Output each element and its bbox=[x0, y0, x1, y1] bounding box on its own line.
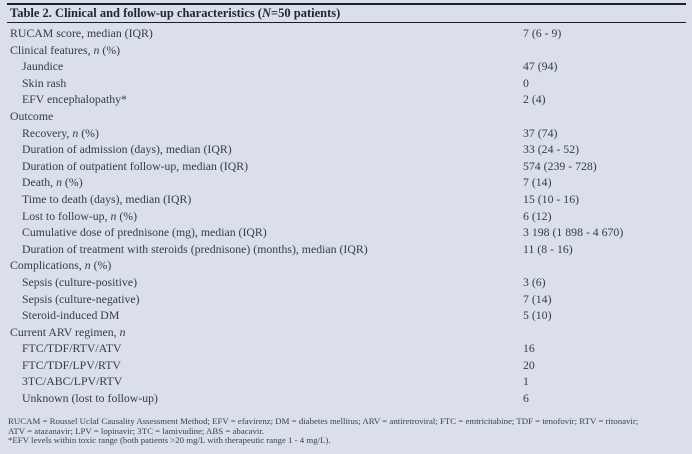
row-label: Jaundice bbox=[22, 59, 64, 74]
table-title-italic-n: N bbox=[261, 6, 271, 20]
row-value: 3 198 (1 898 - 4 670) bbox=[523, 225, 624, 240]
row-label: Sepsis (culture-negative) bbox=[22, 291, 140, 306]
row-value: 5 (10) bbox=[523, 308, 552, 323]
row-value: 16 bbox=[523, 341, 535, 356]
table-row: Current ARV regimen, n bbox=[0, 324, 692, 341]
row-value: 0 bbox=[523, 75, 529, 90]
table-row: Complications, n (%) bbox=[0, 257, 692, 274]
table-row: Unknown (lost to follow-up) 6 bbox=[0, 390, 692, 407]
row-value: 37 (74) bbox=[523, 125, 558, 140]
table-row: Sepsis (culture-negative) 7 (14) bbox=[0, 291, 692, 308]
table-rows: RUCAM score, median (IQR) 7 (6 - 9) Clinic… bbox=[0, 25, 692, 407]
table-title-post: =50 patients) bbox=[271, 6, 341, 20]
row-label: Duration of admission (days), median (IQ… bbox=[22, 142, 232, 157]
row-label: EFV encephalopathy* bbox=[22, 92, 127, 107]
table-row: Time to death (days), median (IQR) 15 (10… bbox=[0, 191, 692, 208]
table-row: Jaundice 47 (94) bbox=[0, 58, 692, 75]
row-label: RUCAM score, median (IQR) bbox=[10, 26, 153, 40]
row-label: FTC/TDF/RTV/ATV bbox=[22, 341, 122, 356]
table-top-rule bbox=[7, 3, 686, 5]
table-row: Clinical features, n (%) bbox=[0, 42, 692, 59]
row-value: 7 (6 - 9) bbox=[523, 26, 562, 40]
table-title: Table 2. Clinical and follow-up characte… bbox=[10, 6, 682, 21]
row-label: FTC/TDF/LPV/RTV bbox=[22, 357, 121, 372]
row-label: Current ARV regimen, n bbox=[10, 324, 126, 339]
row-value: 20 bbox=[523, 357, 535, 372]
table-row: Lost to follow-up, n (%) 6 (12) bbox=[0, 208, 692, 225]
table-row: Duration of treatment with steroids (pre… bbox=[0, 241, 692, 258]
table-row: Outcome bbox=[0, 108, 692, 125]
row-value: 15 (10 - 16) bbox=[523, 191, 580, 206]
row-label: Unknown (lost to follow-up) bbox=[22, 391, 158, 406]
row-label: Clinical features, n (%) bbox=[10, 42, 121, 57]
table-row: Duration of admission (days), median (IQ… bbox=[0, 141, 692, 158]
row-label: Outcome bbox=[10, 108, 54, 123]
row-label: Death, n (%) bbox=[22, 175, 83, 190]
row-value: 3 (6) bbox=[523, 274, 546, 289]
row-value: 7 (14) bbox=[523, 175, 552, 190]
footnote-star-note: *EFV levels within toxic range (both pat… bbox=[8, 435, 331, 446]
table-row: EFV encephalopathy* 2 (4) bbox=[0, 91, 692, 108]
table-title-pre: Table 2. Clinical and follow-up characte… bbox=[10, 6, 262, 20]
row-label: 3TC/ABC/LPV/RTV bbox=[22, 374, 123, 389]
row-label: Lost to follow-up, n (%) bbox=[22, 208, 138, 223]
table-header-rule bbox=[7, 22, 686, 23]
row-value: 11 (8 - 16) bbox=[523, 241, 573, 256]
table-row: FTC/TDF/RTV/ATV 16 bbox=[0, 340, 692, 357]
table-row: Sepsis (culture-positive) 3 (6) bbox=[0, 274, 692, 291]
table-row: Death, n (%) 7 (14) bbox=[0, 174, 692, 191]
row-label: Steroid-induced DM bbox=[22, 308, 120, 323]
row-value: 7 (14) bbox=[523, 291, 552, 306]
table-row: Cumulative dose of prednisone (mg), medi… bbox=[0, 224, 692, 241]
table-row: Recovery, n (%) 37 (74) bbox=[0, 125, 692, 142]
row-value: 47 (94) bbox=[523, 59, 558, 74]
row-label: Sepsis (culture-positive) bbox=[22, 274, 137, 289]
footnote-abbreviations-line2: ATV = atazanavir; LPV = lopinavir; 3TC =… bbox=[8, 425, 265, 436]
table-row: FTC/TDF/LPV/RTV 20 bbox=[0, 357, 692, 374]
row-label: Recovery, n (%) bbox=[22, 125, 99, 140]
row-label: Complications, n (%) bbox=[10, 258, 112, 273]
table-row: Steroid-induced DM 5 (10) bbox=[0, 307, 692, 324]
row-value: 6 (12) bbox=[523, 208, 552, 223]
row-value: 33 (24 - 52) bbox=[523, 142, 580, 157]
row-value: 2 (4) bbox=[523, 92, 546, 107]
row-label: Duration of outpatient follow-up, median… bbox=[22, 158, 249, 173]
row-label: Skin rash bbox=[22, 75, 67, 90]
row-label: Duration of treatment with steroids (pre… bbox=[22, 241, 368, 256]
row-value: 574 (239 - 728) bbox=[523, 158, 597, 173]
table-footnotes: RUCAM = Roussel Uclaf Causality Assessme… bbox=[8, 416, 686, 446]
row-label: Time to death (days), median (IQR) bbox=[22, 191, 192, 206]
table-row: Skin rash 0 bbox=[0, 75, 692, 92]
table-row: RUCAM score, median (IQR) 7 (6 - 9) bbox=[0, 25, 692, 42]
row-label: Cumulative dose of prednisone (mg), medi… bbox=[22, 225, 267, 240]
row-value: 1 bbox=[523, 374, 529, 389]
row-value: 6 bbox=[523, 391, 529, 406]
footnote-abbreviations-line1: RUCAM = Roussel Uclaf Causality Assessme… bbox=[8, 416, 639, 426]
table-row: Duration of outpatient follow-up, median… bbox=[0, 158, 692, 175]
table-row: 3TC/ABC/LPV/RTV 1 bbox=[0, 373, 692, 390]
